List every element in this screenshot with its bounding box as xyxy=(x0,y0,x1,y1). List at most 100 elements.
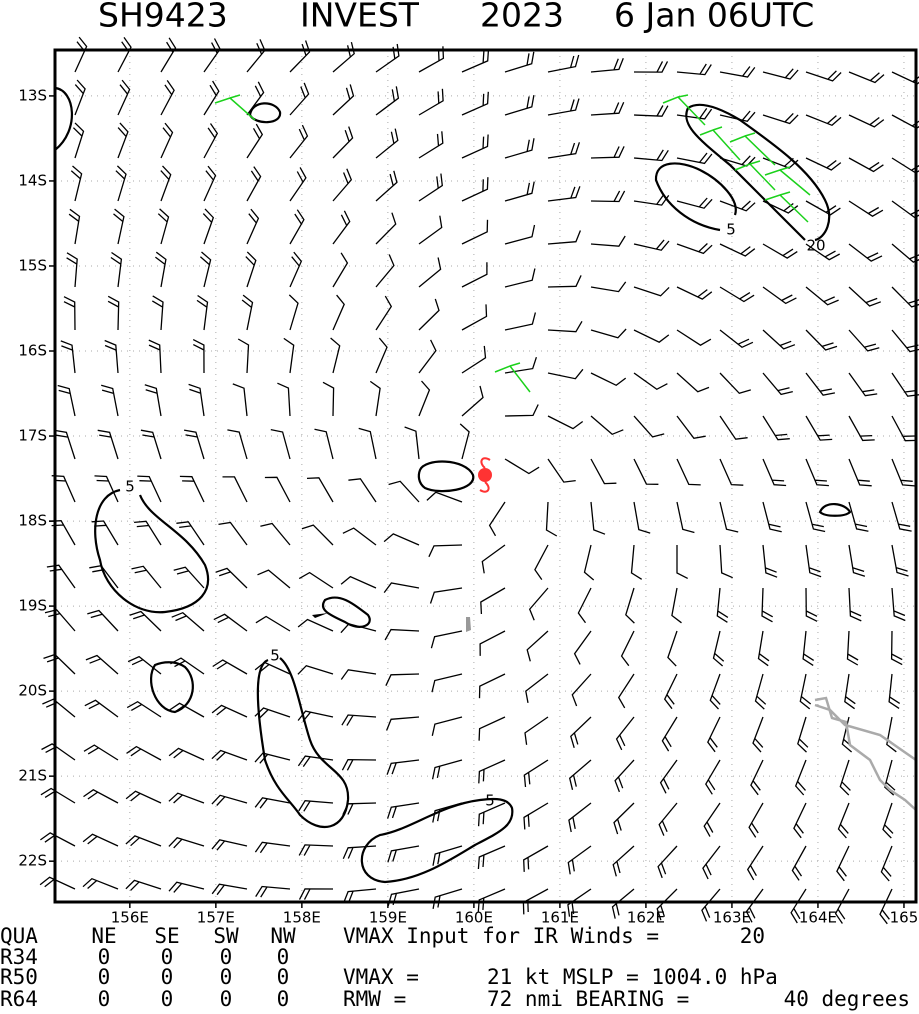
wind-barb xyxy=(891,286,919,308)
wind-barb xyxy=(762,243,798,259)
wind-barb xyxy=(157,208,170,245)
wind-barb xyxy=(375,295,393,331)
wind-barb xyxy=(762,544,778,578)
wind-barb xyxy=(125,835,162,847)
wind-barb xyxy=(745,888,764,923)
footer-cell: R50 xyxy=(0,965,38,989)
wind-barb xyxy=(94,475,119,503)
wind-barb xyxy=(82,833,119,847)
wind-barb xyxy=(211,794,248,806)
wind-barb xyxy=(545,501,558,537)
wind-barb xyxy=(104,339,119,374)
wind-barb xyxy=(805,587,818,622)
wind-barb xyxy=(257,569,291,589)
wind-barb xyxy=(676,152,713,165)
coastline xyxy=(814,696,917,811)
wind-barb xyxy=(203,123,219,159)
wind-barb xyxy=(245,251,257,288)
wind-barb xyxy=(848,501,869,532)
wind-barb xyxy=(752,716,764,753)
wind-barb xyxy=(211,839,248,851)
wind-barb xyxy=(888,673,901,709)
contour-label: 5 xyxy=(726,221,736,239)
wind-barb xyxy=(504,51,535,73)
wind-barb xyxy=(97,429,119,460)
wind-barb xyxy=(716,587,729,623)
footer-cell: 0 xyxy=(161,945,174,969)
wind-barb xyxy=(891,415,918,442)
wind-barb xyxy=(131,565,162,589)
footer-cell: 72 nmi BEARING = xyxy=(487,987,689,1011)
wind-barb xyxy=(762,372,793,396)
contour-labels: 5 5 5 5 20 xyxy=(125,221,825,810)
wind-barb xyxy=(151,295,164,331)
wind-barb xyxy=(289,124,309,159)
wind-barb xyxy=(848,329,880,352)
wind-barb xyxy=(488,501,506,537)
wind-barb xyxy=(461,345,487,374)
wind-barb xyxy=(218,521,248,546)
wind-barb xyxy=(54,429,76,460)
wind-barb xyxy=(667,630,678,667)
wind-barb xyxy=(176,521,205,546)
wind-barb xyxy=(340,575,377,589)
wind-barb xyxy=(547,230,582,245)
wind-barb xyxy=(879,888,893,925)
wind-barb xyxy=(611,888,635,919)
wind-barb xyxy=(846,630,859,666)
footer-cell: 40 degrees xyxy=(784,987,910,1011)
barb-high xyxy=(494,362,531,393)
wind-barb xyxy=(89,564,119,589)
wind-barb xyxy=(173,566,205,589)
wind-barb xyxy=(797,716,809,753)
barb-high xyxy=(214,94,256,121)
wind-barb xyxy=(386,759,420,775)
wind-barb xyxy=(192,339,205,374)
wind-barb xyxy=(298,571,334,589)
wind-barb xyxy=(232,383,248,417)
wind-barb xyxy=(342,527,377,546)
wind-barb xyxy=(703,802,721,837)
wind-barb xyxy=(547,458,576,483)
wind-barb xyxy=(534,544,549,580)
contour xyxy=(417,460,475,493)
wind-barb xyxy=(332,84,355,116)
wind-barb xyxy=(762,68,799,80)
wind-barb xyxy=(523,802,549,830)
wind-barb xyxy=(676,501,695,534)
wind-barb xyxy=(613,802,635,835)
wind-barb xyxy=(348,478,377,503)
x-tick-label: 161E xyxy=(541,909,579,927)
wind-barb xyxy=(213,613,248,632)
wind-barb xyxy=(461,48,490,73)
wind-barb xyxy=(277,382,291,417)
footer-cell: 0 xyxy=(161,987,174,1011)
wind-barb xyxy=(246,39,266,73)
y-tick-label: 21S xyxy=(18,767,47,785)
barb-high xyxy=(729,132,776,166)
wind-barb xyxy=(330,337,341,374)
wind-barb xyxy=(340,669,377,680)
wind-barb xyxy=(74,79,86,116)
wind-barb xyxy=(202,208,215,245)
wind-barb xyxy=(84,699,119,718)
footer-cell: VMAX Input for IR Winds = xyxy=(343,924,659,948)
wind-barb xyxy=(890,630,903,666)
wind-barb xyxy=(480,587,506,615)
wind-barb xyxy=(630,544,643,580)
wind-barb xyxy=(42,698,76,718)
wind-barb xyxy=(148,339,162,374)
wind-barb xyxy=(633,372,668,391)
wind-barb xyxy=(547,368,584,380)
footer-cell: 0 xyxy=(98,965,111,989)
wind-barb xyxy=(676,329,712,346)
island xyxy=(466,617,471,632)
wind-barb xyxy=(478,759,506,784)
wind-barb xyxy=(342,845,377,860)
wind-barb xyxy=(168,792,205,804)
wind-barb xyxy=(523,845,549,872)
wind-barb xyxy=(504,458,540,475)
wind-barb xyxy=(525,673,549,704)
wind-barb xyxy=(656,888,678,921)
wind-barb xyxy=(707,716,721,753)
